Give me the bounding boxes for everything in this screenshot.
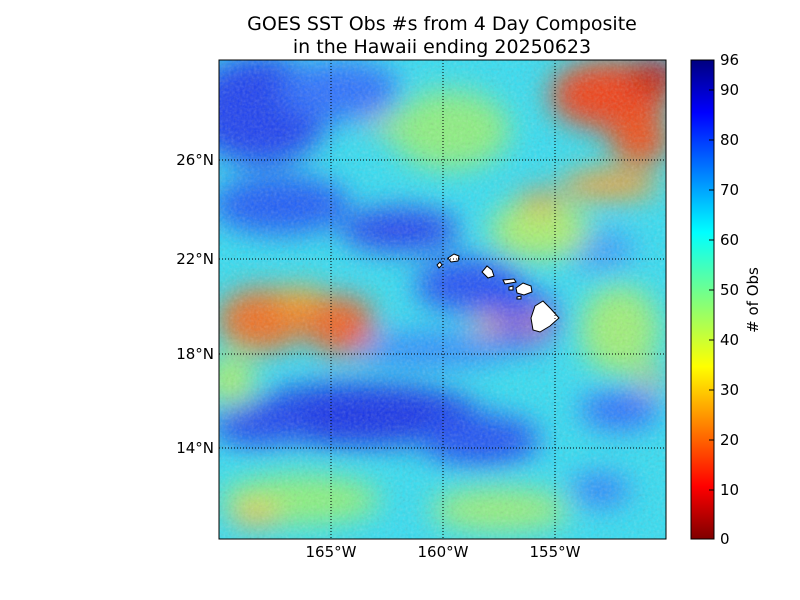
colorbar-tick-label: 40 <box>720 331 739 349</box>
colorbar-tick-label: 96 <box>720 51 739 69</box>
colorbar-tick-label: 20 <box>720 431 739 449</box>
lat-label: 26°N <box>176 151 214 169</box>
colorbar-tick-label: 80 <box>720 131 739 149</box>
colorbar-ticks <box>709 59 714 540</box>
island-lanai <box>508 285 514 291</box>
colorbar-tick-label: 30 <box>720 381 739 399</box>
colorbar-tick-label: 90 <box>720 81 739 99</box>
lat-label: 14°N <box>176 439 214 457</box>
lat-label: 22°N <box>176 250 214 268</box>
colorbar-tick-label: 50 <box>720 281 739 299</box>
colorbar-tick-label: 60 <box>720 231 739 249</box>
colorbar-tick-label: 70 <box>720 181 739 199</box>
colorbar-gradient <box>690 59 715 540</box>
lon-label: 160°W <box>418 543 469 561</box>
colorbar-axis-label: # of Obs <box>744 267 762 333</box>
colorbar-tick-label: 0 <box>720 530 730 548</box>
lat-label: 18°N <box>176 345 214 363</box>
island-niihau <box>436 261 443 269</box>
sst-obs-field <box>219 60 666 539</box>
hawaiian-islands <box>436 253 560 333</box>
map-frame <box>218 59 667 540</box>
island-hawaii <box>530 300 560 333</box>
title-line-2: in the Hawaii ending 20250623 <box>293 36 591 58</box>
colorbar-tick-label: 10 <box>720 481 739 499</box>
island-oahu <box>481 265 495 279</box>
lon-label: 165°W <box>306 543 357 561</box>
title-line-1: GOES SST Obs #s from 4 Day Composite <box>247 13 637 35</box>
island-kauai <box>447 253 460 263</box>
island-maui <box>515 282 533 296</box>
island-molokai <box>502 278 517 285</box>
lon-label: 155°W <box>530 543 581 561</box>
colorbar: 96 90 80 70 60 50 40 30 20 10 0 # of Obs <box>690 51 762 548</box>
island-kahoolawe <box>516 295 522 300</box>
graticule <box>219 60 666 539</box>
